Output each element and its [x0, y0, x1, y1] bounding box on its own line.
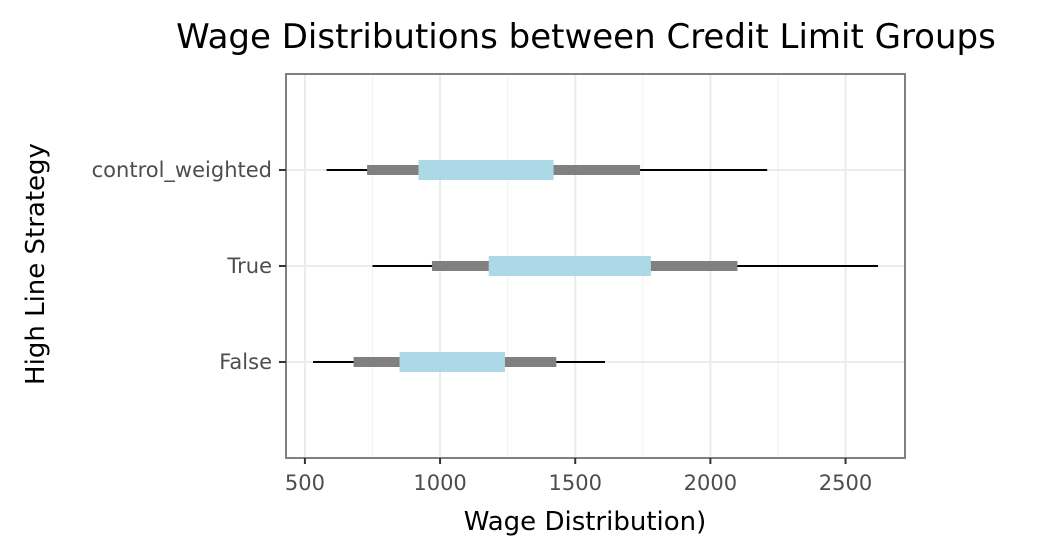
- chart-title: Wage Distributions between Credit Limit …: [176, 17, 996, 57]
- x-tick-label: 500: [285, 471, 325, 495]
- inner-interval-bar: [399, 352, 505, 372]
- interval-group: [326, 160, 768, 180]
- y-tick-label: control_weighted: [92, 158, 272, 183]
- interval-group: [313, 352, 605, 372]
- y-tick-label: False: [219, 350, 272, 374]
- inner-interval-bar: [418, 160, 554, 180]
- y-tick-label: True: [226, 254, 272, 278]
- marks-layer: [313, 160, 878, 372]
- x-axis-title: Wage Distribution): [464, 507, 707, 537]
- interval-group: [372, 256, 878, 276]
- x-tick-label: 1500: [549, 471, 602, 495]
- inner-interval-bar: [488, 256, 651, 276]
- x-axis: 500 1000 1500 2000 2500: [285, 458, 872, 495]
- y-axis-title: High Line Strategy: [21, 143, 51, 385]
- x-tick-label: 2000: [684, 471, 737, 495]
- x-tick-label: 2500: [819, 471, 872, 495]
- x-tick-label: 1000: [413, 471, 466, 495]
- y-axis: False True control_weighted: [92, 158, 286, 374]
